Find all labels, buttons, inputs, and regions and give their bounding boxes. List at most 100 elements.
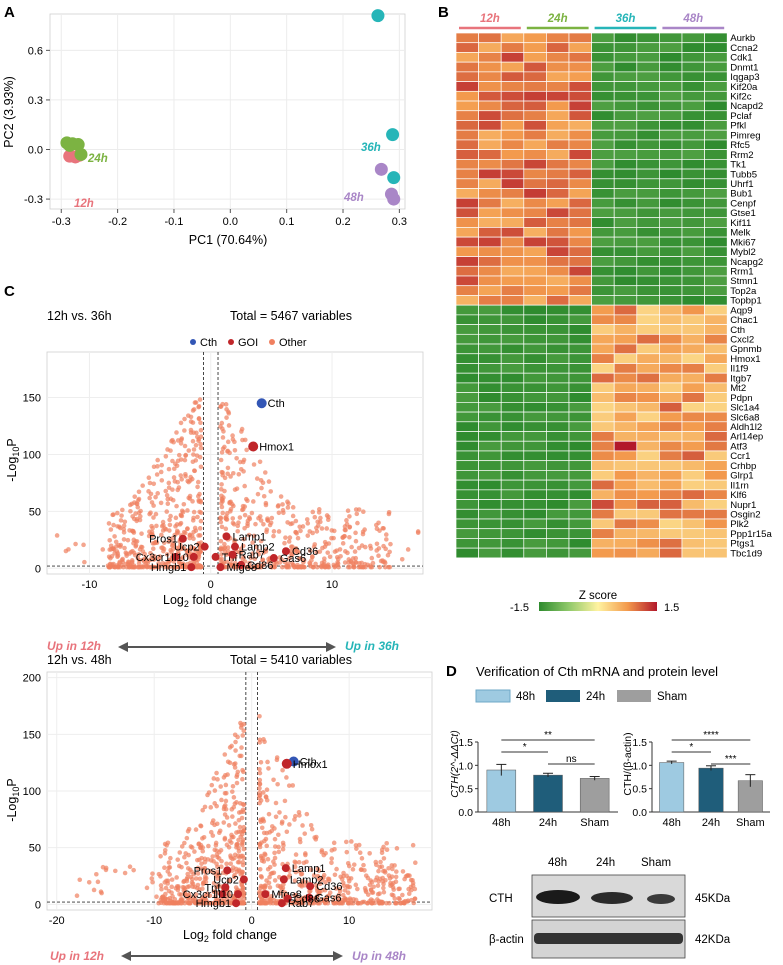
volcano-point-other <box>327 554 333 560</box>
protein-ylabel: CTH/(β-actin) <box>622 732 634 795</box>
volcano-point-other <box>192 525 198 531</box>
blot-row-actin: β-actin <box>489 934 524 946</box>
heatmap-cell <box>546 139 570 150</box>
volcano-x-tick-label: -10 <box>81 579 97 591</box>
heatmap-cell <box>500 178 525 189</box>
heatmap-gene-label: Ptgs1 <box>730 539 755 550</box>
volcano-point-other <box>264 843 270 849</box>
heatmap-cell <box>659 489 683 500</box>
volcano-point-other <box>193 827 199 832</box>
bar-48h <box>659 762 685 813</box>
heatmap-cell <box>478 42 502 53</box>
volcano-point-other <box>241 802 247 808</box>
heatmap-gene-label: Tbc1d9 <box>730 548 762 559</box>
volcano-point-other <box>218 515 223 520</box>
volcano-point-other <box>166 485 172 490</box>
volcano-point-other <box>301 557 307 563</box>
volcano-point-other <box>268 899 273 904</box>
volcano-point-other <box>147 511 152 517</box>
volcano-point-other <box>182 416 187 422</box>
heatmap-cell <box>568 402 592 413</box>
volcano-y-tick-label: 200 <box>23 673 41 685</box>
heatmap-cell <box>704 450 728 462</box>
heatmap-cell <box>478 499 502 510</box>
volcano-point-other <box>384 847 390 853</box>
heatmap-cell <box>478 32 502 44</box>
volcano-point-other <box>160 894 166 900</box>
heatmap-gene-label: Rrm2 <box>730 150 753 161</box>
volcano-point-other <box>210 854 216 859</box>
heatmap-cell <box>478 353 502 364</box>
heatmap-cell <box>568 120 592 131</box>
heatmap-cell <box>523 324 547 335</box>
heatmap-gene-label: Cth <box>730 325 745 336</box>
heatmap-cell <box>478 110 502 121</box>
heatmap-cell <box>500 382 525 393</box>
heatmap-cell <box>659 382 683 393</box>
heatmap-cell <box>681 382 705 393</box>
heatmap-cell <box>591 246 615 257</box>
volcano-point-other <box>405 547 411 552</box>
heatmap-cell <box>704 110 728 121</box>
heatmap-cell <box>478 81 502 92</box>
heatmap-cell <box>523 431 547 442</box>
volcano-point-other <box>313 837 319 842</box>
volcano-point-other <box>265 518 271 523</box>
heatmap-cell <box>455 265 479 277</box>
volcano-y-tick-label: 50 <box>29 843 41 855</box>
volcano-point-other <box>241 846 247 852</box>
heatmap-cell <box>681 61 705 73</box>
heatmap-cell <box>546 538 570 549</box>
volcano-label-cth: Cth <box>300 757 317 769</box>
heatmap-cell <box>636 499 660 510</box>
volcano-point-other <box>198 434 204 440</box>
heatmap-cell <box>455 528 479 539</box>
blot-size-45: 45KDa <box>695 893 731 905</box>
d-legend-48h: 48h <box>516 691 535 703</box>
volcano-point-other <box>131 537 137 543</box>
volcano-x-tick-label: -10 <box>146 915 162 927</box>
heatmap-cell <box>455 314 479 325</box>
volcano-label-cd36: Cd36 <box>292 546 318 558</box>
heatmap-cell <box>478 460 502 471</box>
volcano-point-other <box>148 550 153 556</box>
heatmap-cell <box>500 343 525 355</box>
volcano-point-other <box>194 434 200 440</box>
heatmap-cell <box>500 402 525 413</box>
heatmap-gene-label: Iqgap3 <box>730 72 759 83</box>
bar-y-tick-label: 1.5 <box>632 737 647 749</box>
volcano-point-other <box>138 514 143 519</box>
volcano-point-other <box>139 531 144 536</box>
panel-c-label: C <box>4 283 15 300</box>
volcano-point-other <box>147 480 153 486</box>
heatmap-cell <box>455 120 479 131</box>
heatmap-cell <box>523 499 547 510</box>
pca-x-tick-label: -0.2 <box>108 216 127 228</box>
volcano-point-other <box>212 889 218 895</box>
volcano-point-mfge8 <box>216 563 225 572</box>
heatmap-cell <box>568 431 592 442</box>
heatmap-cell <box>523 159 547 170</box>
heatmap-cell <box>546 71 570 82</box>
heatmap-cell <box>546 188 570 199</box>
volcano-point-other <box>285 520 290 525</box>
heatmap-cell <box>681 470 705 481</box>
heatmap-cell <box>523 100 547 112</box>
volcano-point-other <box>161 540 167 546</box>
volcano-point-other <box>244 447 249 453</box>
heatmap-cell <box>659 110 683 121</box>
volcano-point-other <box>196 841 201 847</box>
heatmap-cell <box>500 188 525 199</box>
heatmap-cell <box>568 285 592 296</box>
volcano-point-other <box>361 862 366 868</box>
volcano-point-other <box>211 776 217 781</box>
heatmap-cell <box>523 178 547 189</box>
blot-lane-sham: Sham <box>641 857 671 869</box>
volcano-point-other <box>218 847 224 853</box>
volcano-point-other <box>311 544 317 550</box>
volcano-point-other <box>384 537 389 542</box>
volcano-point-other <box>315 900 321 906</box>
volcano-point-other <box>230 433 235 438</box>
volcano-point-other <box>368 564 373 570</box>
